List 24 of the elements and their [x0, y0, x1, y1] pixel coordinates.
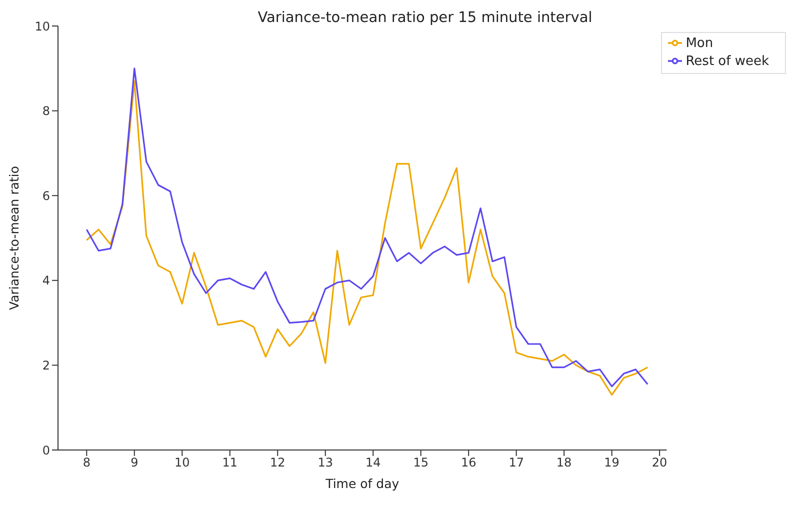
legend-label: Rest of week	[686, 54, 769, 69]
x-tick-label: 11	[222, 456, 238, 470]
x-tick-label: 8	[82, 456, 90, 470]
x-tick-label: 18	[556, 456, 572, 470]
y-tick-label: 8	[42, 104, 50, 118]
y-tick-label: 6	[42, 188, 50, 203]
x-tick-label: 12	[270, 456, 286, 470]
x-tick-label: 19	[604, 456, 620, 470]
chart-title: Variance-to-mean ratio per 15 minute interval	[256, 10, 594, 26]
legend-label: Mon	[686, 36, 714, 51]
y-tick-label: 4	[42, 274, 50, 288]
x-tick-label: 10	[174, 456, 190, 470]
x-tick-label: 17	[508, 456, 524, 470]
x-tick-label: 9	[130, 456, 138, 470]
y-tick-label: 10	[34, 19, 50, 34]
y-tick-label: 0	[42, 443, 50, 458]
y-axis-title: Variance-to-mean ratio	[6, 166, 22, 310]
x-axis-title: Time of day	[324, 476, 400, 491]
x-tick-label: 16	[460, 456, 476, 470]
x-tick-label: 14	[365, 456, 381, 470]
x-tick-label: 13	[318, 456, 333, 470]
y-tick-label: 2	[42, 358, 50, 372]
x-tick-label: 15	[413, 456, 428, 470]
x-tick-label: 20	[652, 456, 668, 470]
